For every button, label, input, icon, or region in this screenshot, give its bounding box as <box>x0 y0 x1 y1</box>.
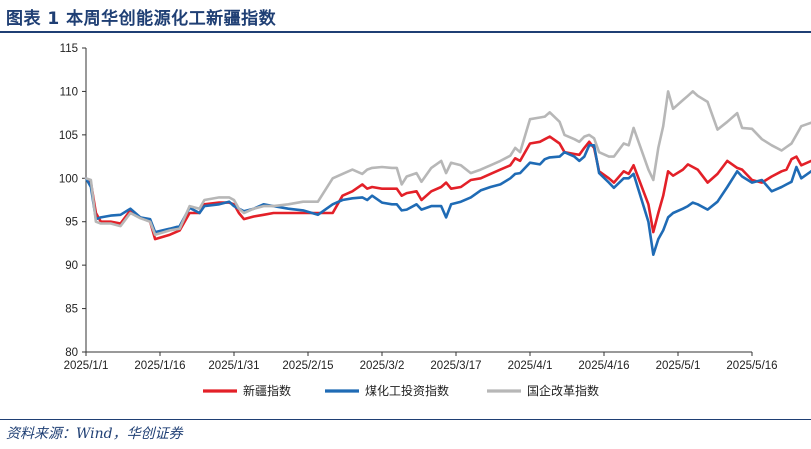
x-tick-label: 2025/5/16 <box>726 360 777 372</box>
x-tick-label: 2025/5/1 <box>656 360 701 372</box>
y-tick-label: 115 <box>60 43 78 55</box>
chart-series <box>84 90 811 256</box>
y-tick-label: 100 <box>59 173 78 185</box>
y-tick-label: 95 <box>65 217 78 229</box>
series-line-2 <box>84 144 811 256</box>
x-tick-label: 2025/3/17 <box>430 360 481 372</box>
legend-label-2: 煤化工投资指数 <box>365 383 449 398</box>
x-tick-label: 2025/3/2 <box>360 360 405 372</box>
figure-title: 图表 1 本周华创能源化工新疆指数 <box>6 9 277 29</box>
x-tick-label: 2025/1/16 <box>134 360 185 372</box>
x-tick-label: 2025/1/1 <box>64 360 109 372</box>
y-tick-label: 110 <box>60 86 78 98</box>
x-tick-label: 2025/2/15 <box>282 360 333 372</box>
chart-axes: 80 85 90 95 100 105 110 115 2025/1/1 2025/1/16 202… <box>59 43 778 372</box>
legend-label-1: 新疆指数 <box>243 383 291 398</box>
series-line-3 <box>84 90 811 236</box>
x-tick-label: 2025/1/31 <box>208 360 259 372</box>
legend-label-3: 国企改革指数 <box>527 383 599 398</box>
y-tick-label: 105 <box>59 130 78 142</box>
title-rule <box>0 31 811 33</box>
y-tick-label: 85 <box>65 304 78 316</box>
x-tick-label: 2025/4/16 <box>578 360 629 372</box>
footer-rule <box>0 419 811 420</box>
y-tick-label: 80 <box>65 347 78 359</box>
y-tick-label: 90 <box>65 260 78 272</box>
x-tick-label: 2025/4/1 <box>508 360 553 372</box>
source-note: 资料来源：Wind，华创证券 <box>6 426 183 442</box>
series-line-1 <box>84 135 811 241</box>
chart-legend: 新疆指数 煤化工投资指数 国企改革指数 <box>203 383 599 398</box>
